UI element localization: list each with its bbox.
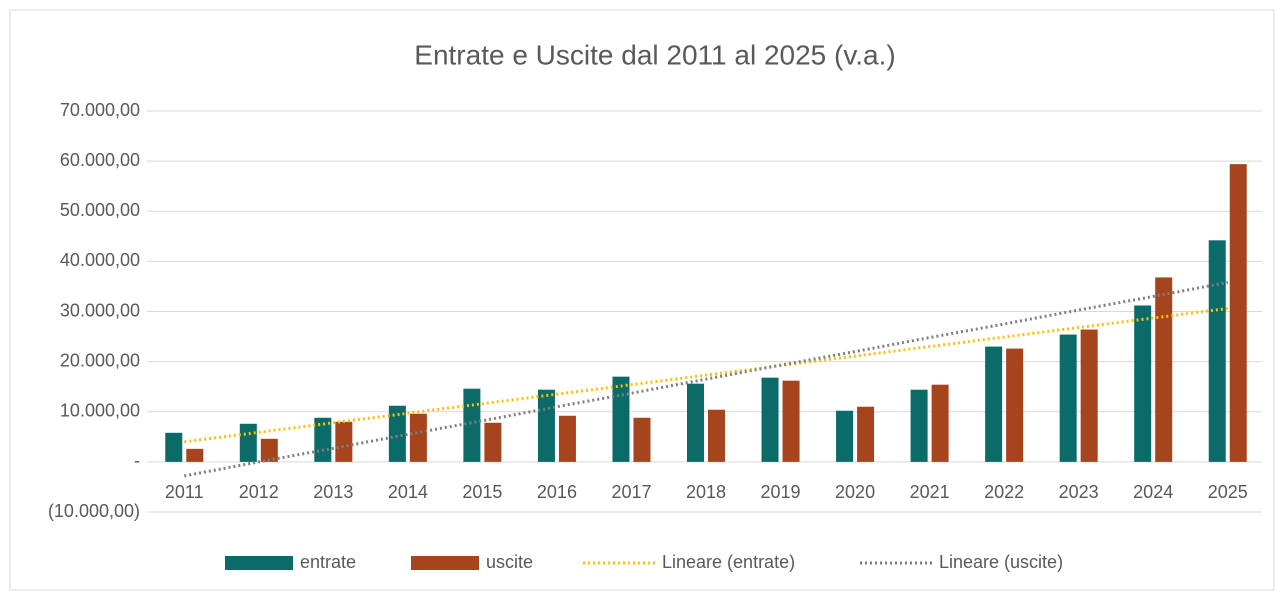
bar bbox=[388, 405, 406, 462]
x-tick-label: 2012 bbox=[239, 482, 279, 502]
bar bbox=[1080, 329, 1098, 462]
bar bbox=[782, 380, 800, 462]
y-tick-label: 60.000,00 bbox=[60, 150, 140, 170]
y-tick-label: (10.000,00) bbox=[48, 501, 140, 521]
y-tick-label: - bbox=[134, 451, 140, 471]
bar bbox=[633, 417, 651, 462]
bar bbox=[761, 377, 779, 462]
x-tick-label: 2014 bbox=[388, 482, 428, 502]
bar bbox=[409, 413, 427, 462]
x-tick-label: 2020 bbox=[835, 482, 875, 502]
x-tick-label: 2016 bbox=[537, 482, 577, 502]
bar bbox=[239, 423, 257, 462]
bar bbox=[260, 438, 278, 462]
chart-title: Entrate e Uscite dal 2011 al 2025 (v.a.) bbox=[414, 39, 895, 70]
bar bbox=[537, 389, 555, 462]
bar bbox=[857, 406, 875, 462]
legend-swatch bbox=[225, 556, 293, 570]
legend-label: entrate bbox=[300, 552, 356, 572]
bar bbox=[836, 410, 854, 462]
trend-line bbox=[184, 307, 1228, 444]
y-tick-label: 10.000,00 bbox=[60, 401, 140, 421]
bar bbox=[186, 448, 204, 462]
x-tick-label: 2022 bbox=[984, 482, 1024, 502]
bar bbox=[1059, 334, 1077, 462]
bar bbox=[558, 415, 576, 462]
bar bbox=[612, 376, 630, 462]
trend-line bbox=[183, 280, 1229, 478]
bar bbox=[931, 384, 949, 462]
bar bbox=[1134, 305, 1152, 462]
bar bbox=[335, 421, 353, 462]
legend-label: Lineare (uscite) bbox=[939, 552, 1063, 572]
y-tick-label: 50.000,00 bbox=[60, 200, 140, 220]
x-tick-label: 2018 bbox=[686, 482, 726, 502]
bar bbox=[165, 432, 183, 462]
x-tick-label: 2025 bbox=[1208, 482, 1248, 502]
x-tick-label: 2024 bbox=[1133, 482, 1173, 502]
bar bbox=[708, 409, 725, 462]
x-tick-label: 2015 bbox=[462, 482, 502, 502]
legend-label: Lineare (entrate) bbox=[662, 552, 795, 572]
y-tick-label: 20.000,00 bbox=[60, 350, 140, 370]
bar bbox=[1155, 277, 1173, 462]
bar bbox=[910, 389, 928, 462]
x-tick-label: 2011 bbox=[165, 482, 204, 502]
bar bbox=[484, 422, 502, 462]
x-tick-label: 2023 bbox=[1059, 482, 1099, 502]
legend-label: uscite bbox=[486, 552, 533, 572]
bar bbox=[985, 346, 1003, 462]
bar bbox=[1006, 348, 1024, 462]
x-tick-label: 2017 bbox=[611, 482, 651, 502]
y-tick-label: 70.000,00 bbox=[60, 100, 140, 120]
bar bbox=[1208, 240, 1226, 462]
x-tick-label: 2021 bbox=[910, 482, 950, 502]
x-tick-label: 2019 bbox=[761, 482, 801, 502]
x-tick-label: 2013 bbox=[313, 482, 353, 502]
y-tick-label: 30.000,00 bbox=[60, 300, 140, 320]
bar bbox=[687, 383, 704, 462]
legend-swatch bbox=[411, 556, 479, 570]
y-tick-label: 40.000,00 bbox=[60, 250, 140, 270]
chart-frame bbox=[9, 9, 1275, 591]
bar bbox=[1229, 164, 1247, 462]
